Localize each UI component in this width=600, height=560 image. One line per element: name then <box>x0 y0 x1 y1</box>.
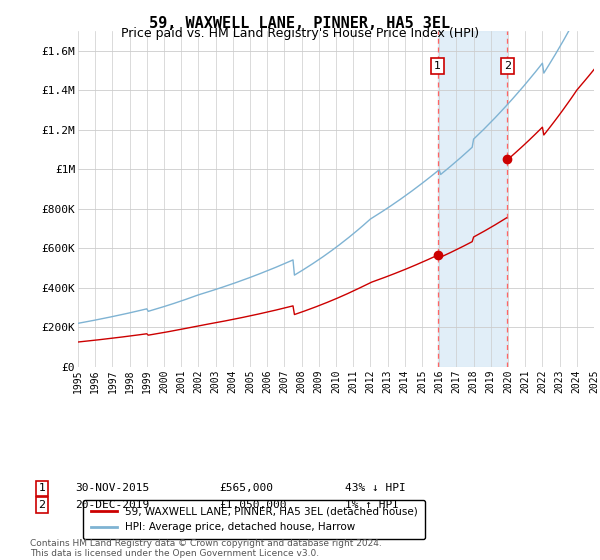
Text: 30-NOV-2015: 30-NOV-2015 <box>75 483 149 493</box>
Text: 1% ↑ HPI: 1% ↑ HPI <box>345 500 399 510</box>
Text: 20-DEC-2019: 20-DEC-2019 <box>75 500 149 510</box>
Text: Price paid vs. HM Land Registry's House Price Index (HPI): Price paid vs. HM Land Registry's House … <box>121 27 479 40</box>
Text: £1,050,000: £1,050,000 <box>219 500 287 510</box>
Text: 59, WAXWELL LANE, PINNER, HA5 3EL: 59, WAXWELL LANE, PINNER, HA5 3EL <box>149 16 451 31</box>
Text: £565,000: £565,000 <box>219 483 273 493</box>
Text: 2: 2 <box>38 500 46 510</box>
Bar <box>438 31 508 367</box>
Text: 1: 1 <box>38 483 46 493</box>
Text: 2: 2 <box>504 61 511 71</box>
Text: Contains HM Land Registry data © Crown copyright and database right 2024.
This d: Contains HM Land Registry data © Crown c… <box>30 539 382 558</box>
Legend: 59, WAXWELL LANE, PINNER, HA5 3EL (detached house), HPI: Average price, detached: 59, WAXWELL LANE, PINNER, HA5 3EL (detac… <box>83 500 425 539</box>
Text: 43% ↓ HPI: 43% ↓ HPI <box>345 483 406 493</box>
Text: 1: 1 <box>434 61 441 71</box>
